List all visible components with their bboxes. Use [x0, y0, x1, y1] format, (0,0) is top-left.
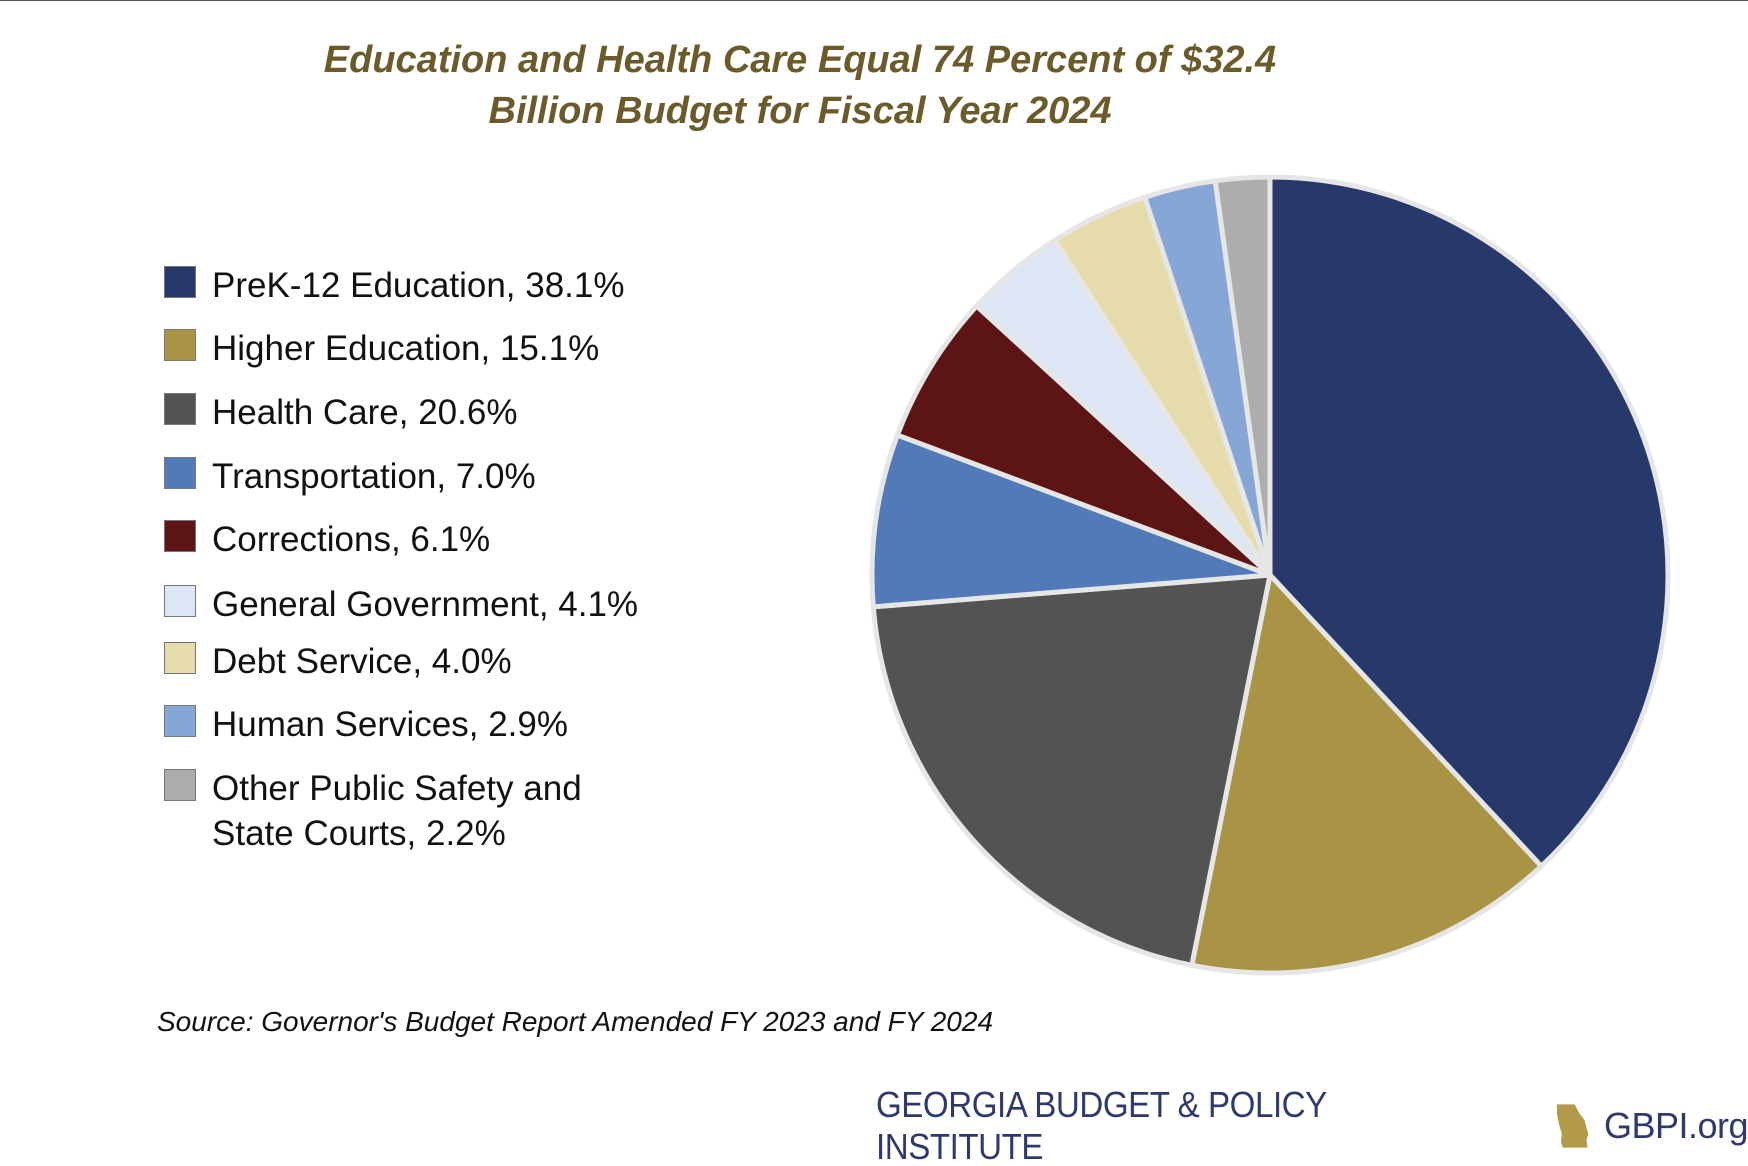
legend-label: Debt Service, 4.0% [212, 642, 512, 681]
legend-item-human-services: Human Services, 2.9% [164, 702, 568, 747]
legend-item-prek12: PreK-12 Education, 38.1% [164, 263, 624, 308]
legend-swatch [164, 585, 196, 617]
legend-label: Health Care, 20.6% [212, 393, 518, 432]
legend-label: Corrections, 6.1% [212, 520, 491, 559]
legend-swatch [164, 642, 196, 674]
legend-label: General Government, 4.1% [212, 585, 639, 624]
legend-item-other-public-safety: Other Public Safety and State Courts, 2.… [164, 766, 582, 856]
footer-org-name: GEORGIA BUDGET & POLICY INSTITUTE [876, 1084, 1327, 1166]
legend-swatch [164, 705, 196, 737]
legend-label: Human Services, 2.9% [212, 705, 568, 744]
legend-swatch [164, 769, 196, 801]
legend-swatch [164, 393, 196, 425]
pie-slice-corrections [894, 303, 1273, 578]
pie-slice-higher-education [1189, 572, 1544, 976]
legend-item-health-care: Health Care, 20.6% [164, 390, 517, 435]
legend-label: PreK-12 Education, 38.1% [212, 266, 625, 305]
legend-item-transportation: Transportation, 7.0% [164, 454, 536, 499]
legend-label: Higher Education, 15.1% [212, 329, 600, 368]
legend-item-corrections: Corrections, 6.1% [164, 517, 490, 562]
legend-swatch [164, 457, 196, 489]
footer-website: GBPI.org [1603, 1105, 1748, 1146]
footer-branding: GEORGIA BUDGET & POLICY INSTITUTE GBPI.o… [876, 1084, 1748, 1166]
pie-slice-prek-12-education [1267, 174, 1671, 869]
source-note: Source: Governor's Budget Report Amended… [157, 1006, 994, 1037]
georgia-state-icon [1556, 1104, 1588, 1148]
georgia-state-shape [1556, 1104, 1588, 1148]
pie-slice-health-care [870, 572, 1273, 968]
legend-swatch [164, 266, 196, 298]
chart-title: Education and Health Care Equal 74 Perce… [323, 39, 1277, 132]
legend-label: Transportation, 7.0% [212, 457, 536, 496]
legend-swatch [164, 329, 196, 361]
pie-slice-transportation [869, 432, 1273, 610]
legend-swatch [164, 520, 196, 552]
pie-chart [869, 174, 1671, 976]
legend-item-higher-education: Higher Education, 15.1% [164, 326, 599, 371]
pie-slice-other-public-safety-and-state-courts [1212, 174, 1273, 578]
legend-item-debt-service: Debt Service, 4.0% [164, 639, 512, 684]
legend-label: Other Public Safety and State Courts, 2.… [212, 769, 582, 853]
legend-item-general-government: General Government, 4.1% [164, 582, 638, 627]
